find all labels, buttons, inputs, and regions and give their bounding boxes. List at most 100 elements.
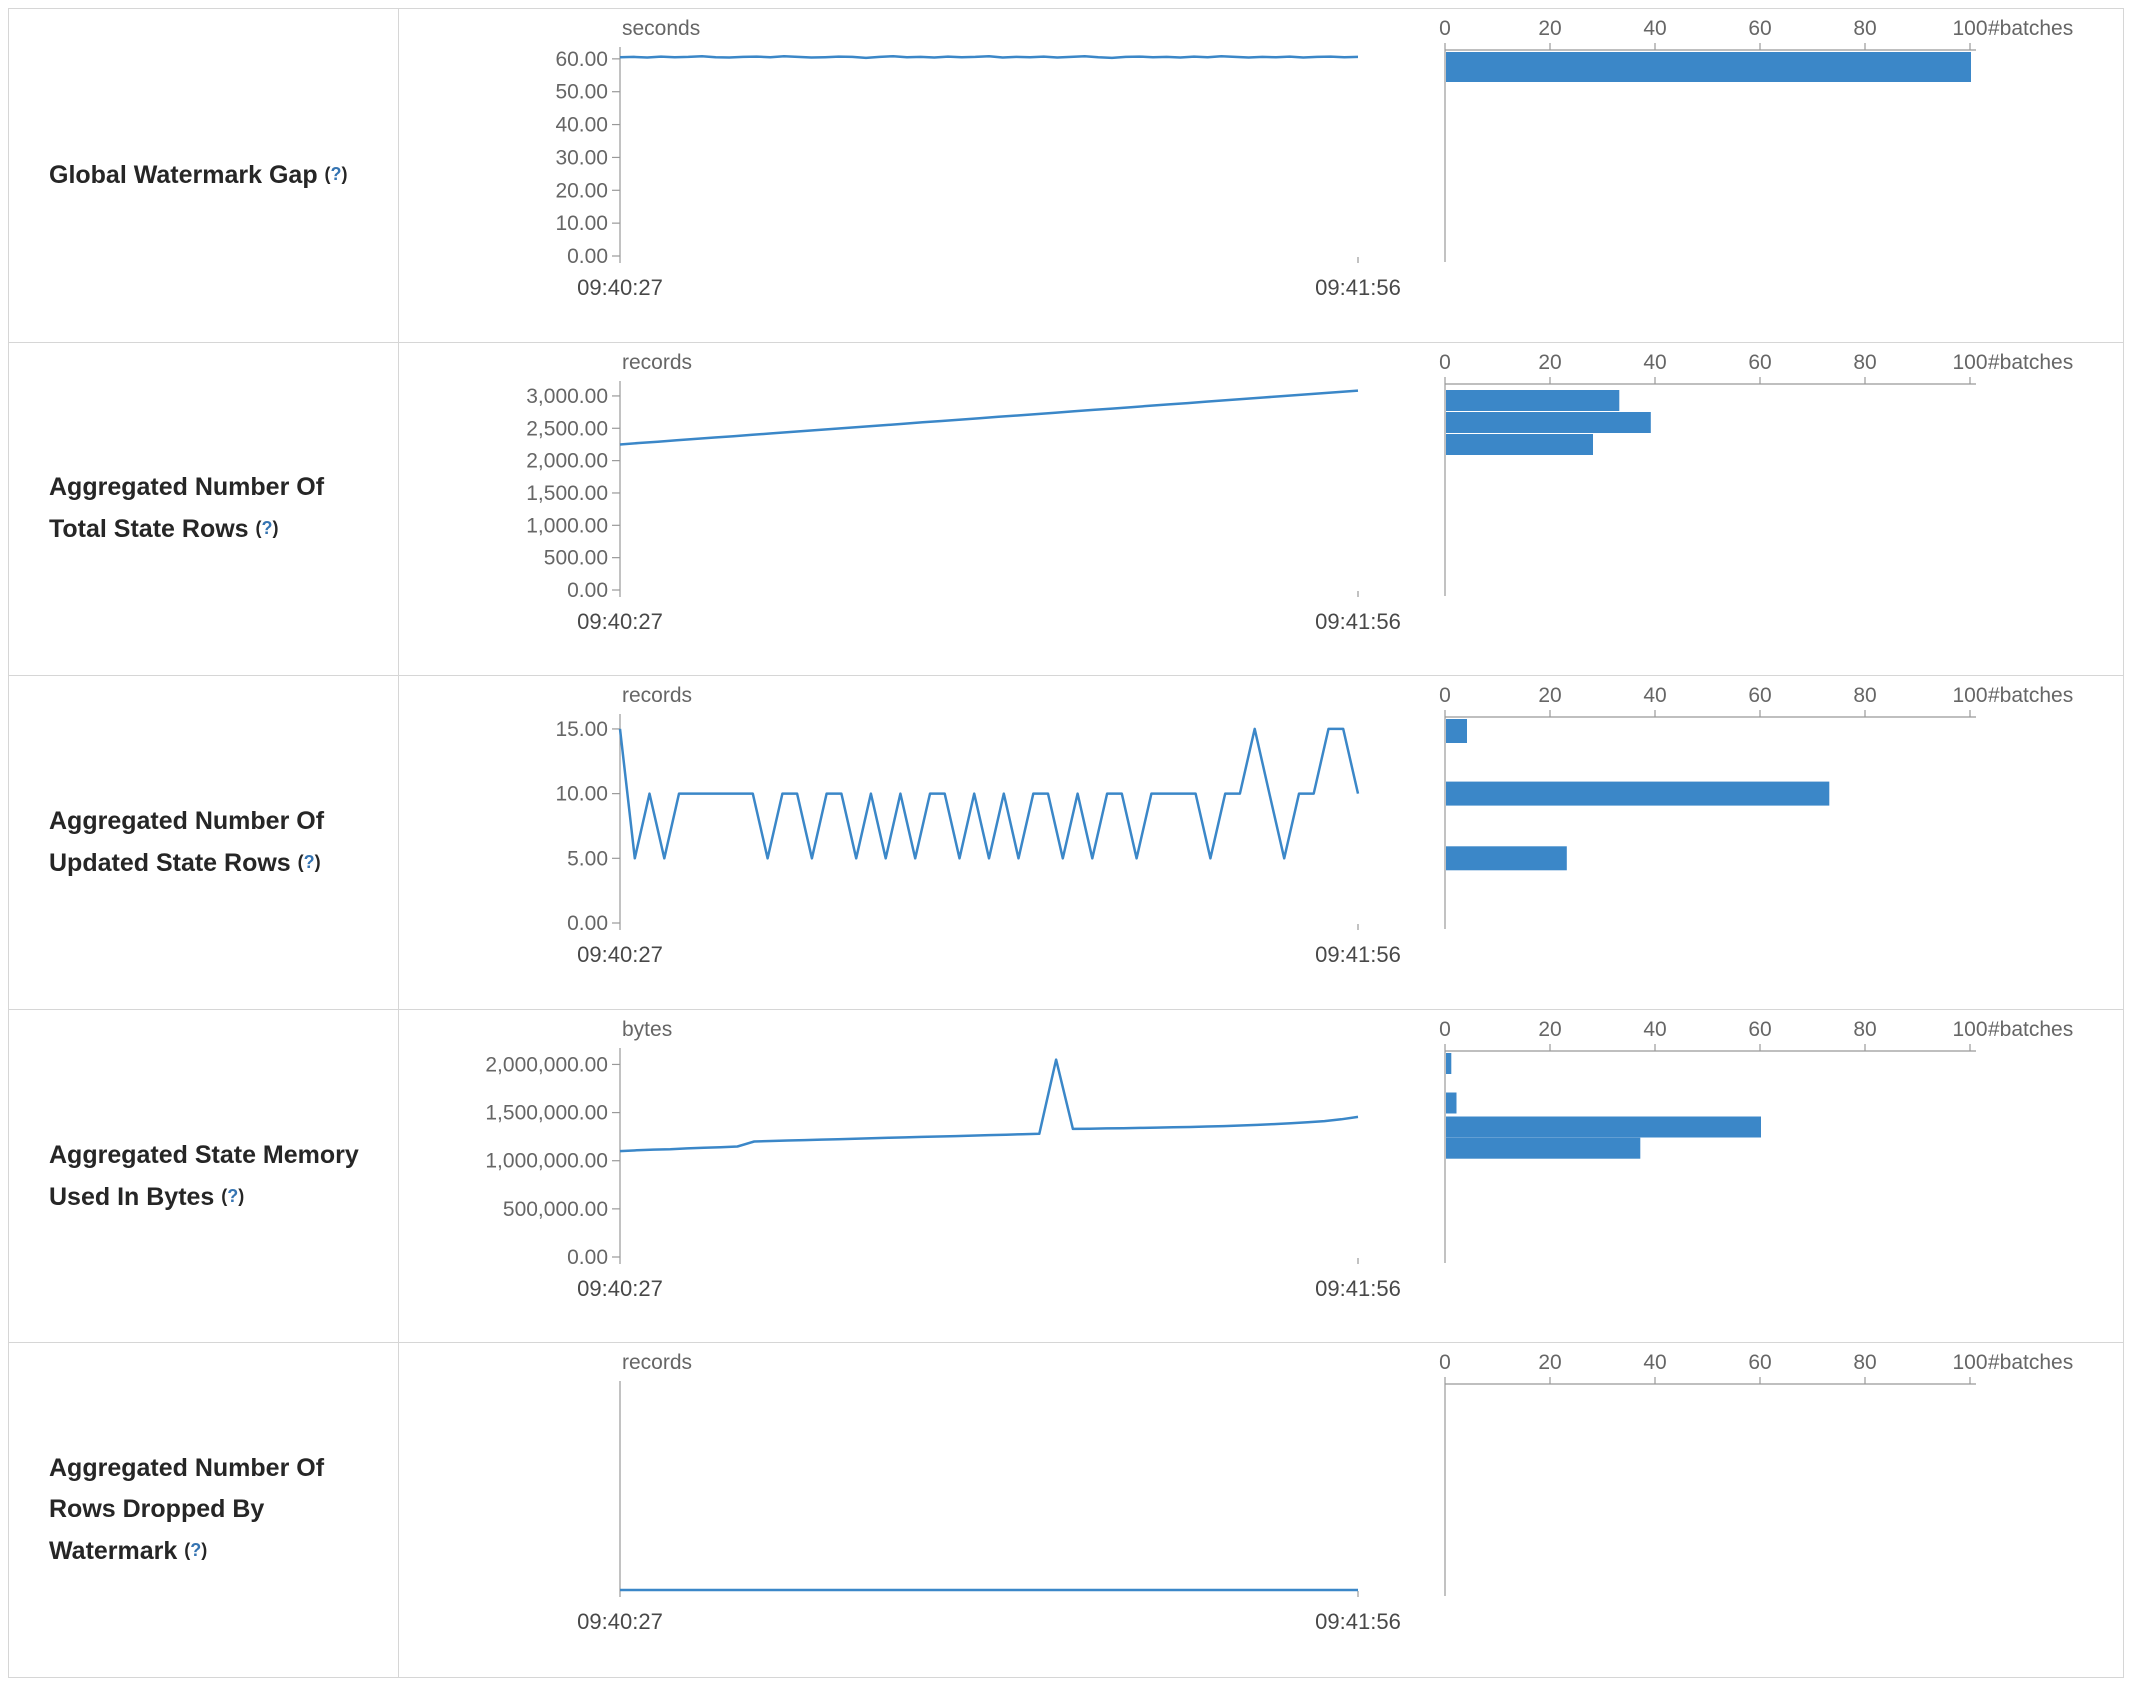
metric-row-updated-state-rows: Aggregated Number Of Updated State Rows … [9, 676, 2123, 1010]
help-question-icon: ? [303, 851, 315, 872]
help-paren-close: ) [272, 518, 279, 539]
svg-text:09:40:27: 09:40:27 [577, 1609, 663, 1634]
svg-text:1,000.00: 1,000.00 [526, 514, 608, 537]
metric-label: Aggregated State Memory Used In Bytes (?… [49, 1135, 380, 1218]
svg-text:0.00: 0.00 [567, 1246, 608, 1269]
svg-text:09:41:56: 09:41:56 [1315, 275, 1401, 300]
metric-label-text: Aggregated State Memory Used In Bytes [49, 1140, 359, 1211]
svg-text:80: 80 [1853, 1351, 1876, 1374]
svg-text:60.00: 60.00 [555, 48, 608, 71]
help-paren-close: ) [201, 1540, 208, 1561]
timeline-chart-cell: records 3,000.00 2,500.00 2,000.00 1,500.00 1… [399, 343, 1429, 676]
metric-label-cell: Aggregated Number Of Total State Rows (?… [9, 342, 399, 676]
svg-text:1,500,000.00: 1,500,000.00 [485, 1101, 608, 1124]
svg-text:09:41:56: 09:41:56 [1315, 609, 1401, 634]
svg-text:80: 80 [1853, 684, 1876, 707]
svg-text:100: 100 [1952, 684, 1987, 707]
svg-text:60: 60 [1748, 351, 1771, 374]
svg-text:40.00: 40.00 [555, 114, 608, 137]
svg-text:60: 60 [1748, 1351, 1771, 1374]
svg-text:20: 20 [1538, 1018, 1561, 1041]
metric-row-state-memory-used: Aggregated State Memory Used In Bytes (?… [9, 1009, 2123, 1344]
help-question-icon: ? [330, 164, 342, 185]
help-question-icon: ? [261, 518, 273, 539]
svg-text:100: 100 [1952, 351, 1987, 374]
svg-text:50.00: 50.00 [555, 81, 608, 104]
histogram-chart-svg: 0 20 40 60 80 100 #batches [1439, 684, 2073, 930]
metric-label: Aggregated Number Of Rows Dropped By Wat… [49, 1448, 380, 1572]
metric-row-rows-dropped-by-watermark: Aggregated Number Of Rows Dropped By Wat… [9, 1343, 2123, 1677]
metric-row-total-state-rows: Aggregated Number Of Total State Rows (?… [9, 342, 2123, 677]
metrics-table: Global Watermark Gap (?) seconds 60.00 50.… [8, 8, 2124, 1678]
svg-text:seconds: seconds [622, 17, 700, 40]
svg-text:09:41:56: 09:41:56 [1315, 942, 1401, 967]
svg-text:09:40:27: 09:40:27 [577, 1276, 663, 1301]
histogram-chart-svg: 0 20 40 60 80 100 #batches [1439, 1018, 2073, 1263]
svg-text:80: 80 [1853, 351, 1876, 374]
svg-text:40: 40 [1643, 351, 1666, 374]
metric-label-cell: Aggregated Number Of Rows Dropped By Wat… [9, 1343, 399, 1677]
svg-text:0.00: 0.00 [567, 245, 608, 268]
help-paren-open: ( [255, 518, 262, 539]
svg-text:3,000.00: 3,000.00 [526, 385, 608, 408]
help-tooltip[interactable]: (?) [256, 518, 279, 538]
svg-text:20: 20 [1538, 351, 1561, 374]
svg-text:0.00: 0.00 [567, 912, 608, 935]
svg-text:#batches: #batches [1988, 17, 2073, 40]
metric-label: Aggregated Number Of Total State Rows (?… [49, 467, 380, 550]
metric-label: Global Watermark Gap (?) [49, 154, 380, 196]
svg-text:2,500.00: 2,500.00 [526, 417, 608, 440]
svg-text:5.00: 5.00 [567, 848, 608, 871]
svg-text:0.00: 0.00 [567, 579, 608, 602]
histogram-chart-svg: 0 20 40 60 80 100 #batches [1439, 351, 2073, 596]
svg-text:09:40:27: 09:40:27 [577, 275, 663, 300]
svg-text:80: 80 [1853, 17, 1876, 40]
svg-text:0: 0 [1439, 684, 1451, 707]
svg-text:15.00: 15.00 [555, 718, 608, 741]
help-paren-close: ) [314, 851, 321, 872]
metric-row-global-watermark-gap: Global Watermark Gap (?) seconds 60.00 50.… [9, 9, 2123, 343]
svg-text:09:40:27: 09:40:27 [577, 609, 663, 634]
histogram-chart-cell: 0 20 40 60 80 100 #batches [1429, 676, 2123, 1009]
metric-label-cell: Aggregated State Memory Used In Bytes (?… [9, 1009, 399, 1343]
svg-text:0: 0 [1439, 1018, 1451, 1041]
help-paren-open: ( [221, 1185, 228, 1206]
svg-text:100: 100 [1952, 1351, 1987, 1374]
svg-text:records: records [622, 684, 692, 707]
svg-text:100: 100 [1952, 17, 1987, 40]
timeline-chart-cell: records 15.00 10.00 5.00 0.00 09:40:27 09:41:5… [399, 676, 1429, 1009]
timeline-chart-cell: seconds 60.00 50.00 40.00 30.00 20.00 10.00 0.0… [399, 9, 1429, 342]
help-paren-open: ( [297, 851, 304, 872]
timeline-chart-cell: bytes 2,000,000.00 1,500,000.00 1,000,000.0… [399, 1010, 1429, 1343]
help-tooltip[interactable]: (?) [184, 1540, 207, 1560]
help-question-icon: ? [190, 1540, 202, 1561]
svg-text:#batches: #batches [1988, 1351, 2073, 1374]
svg-text:40: 40 [1643, 17, 1666, 40]
metric-label: Aggregated Number Of Updated State Rows … [49, 801, 380, 884]
metric-label-text: Global Watermark Gap [49, 161, 318, 190]
svg-text:records: records [622, 1351, 692, 1374]
metric-label-cell: Aggregated Number Of Updated State Rows … [9, 676, 399, 1009]
svg-text:500,000.00: 500,000.00 [503, 1198, 608, 1221]
histogram-chart-cell: 0 20 40 60 80 100 #batches [1429, 9, 2123, 342]
svg-text:30.00: 30.00 [555, 146, 608, 169]
svg-text:09:41:56: 09:41:56 [1315, 1609, 1401, 1634]
svg-text:10.00: 10.00 [555, 212, 608, 235]
histogram-chart-svg: 0 20 40 60 80 100 #batches [1439, 1351, 2073, 1597]
help-tooltip[interactable]: (?) [221, 1186, 244, 1206]
metric-label-cell: Global Watermark Gap (?) [9, 9, 399, 342]
svg-text:10.00: 10.00 [555, 783, 608, 806]
svg-text:60: 60 [1748, 684, 1771, 707]
histogram-chart-cell: 0 20 40 60 80 100 #batches [1429, 343, 2123, 676]
svg-text:80: 80 [1853, 1018, 1876, 1041]
svg-text:1,500.00: 1,500.00 [526, 482, 608, 505]
svg-text:40: 40 [1643, 1351, 1666, 1374]
histogram-chart-cell: 0 20 40 60 80 100 #batches [1429, 1010, 2123, 1343]
svg-text:20.00: 20.00 [555, 179, 608, 202]
metric-label-text: Aggregated Number Of Rows Dropped By Wat… [49, 1454, 325, 1566]
help-paren-close: ) [238, 1185, 245, 1206]
help-tooltip[interactable]: (?) [325, 164, 348, 184]
help-tooltip[interactable]: (?) [298, 852, 321, 872]
histogram-chart-cell: 0 20 40 60 80 100 #batches [1429, 1343, 2123, 1677]
